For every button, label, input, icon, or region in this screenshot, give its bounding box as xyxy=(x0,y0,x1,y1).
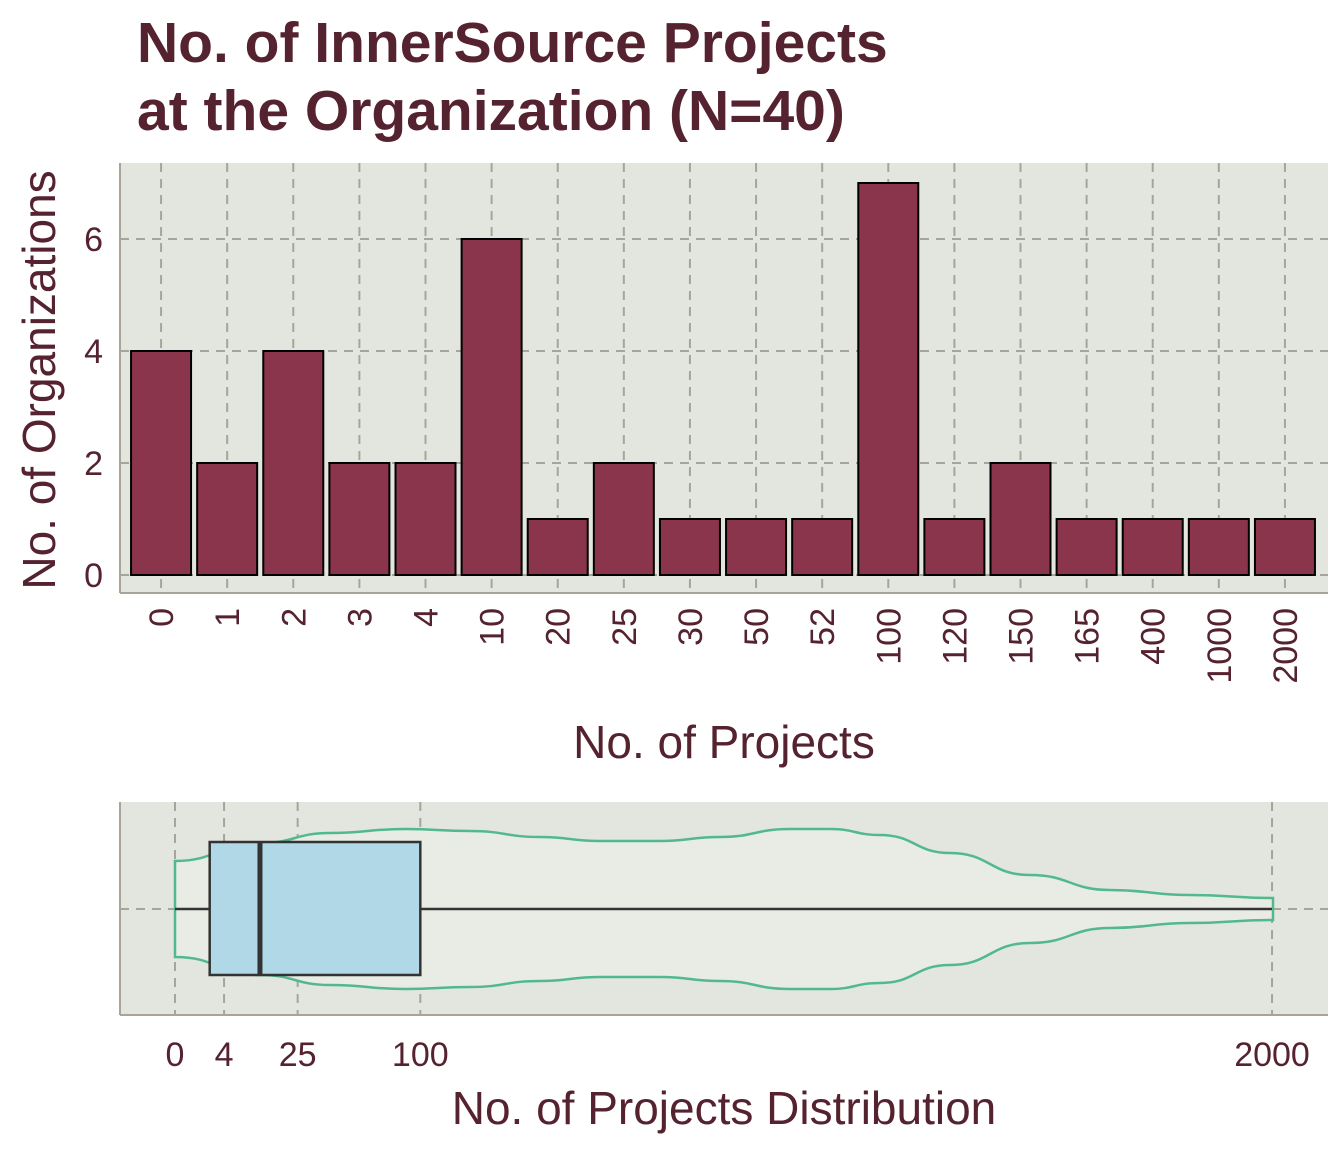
x-tick-label: 2000 xyxy=(1267,608,1305,684)
bar-2 xyxy=(262,350,325,576)
distribution-tick-label: 100 xyxy=(392,1036,449,1074)
bar-30 xyxy=(658,518,721,576)
bar-120 xyxy=(923,518,986,576)
bar-0 xyxy=(130,350,193,576)
bar-400 xyxy=(1121,518,1184,576)
y-tick-label: 6 xyxy=(84,221,103,259)
chart-subtitle: at the Organization (N=40) xyxy=(137,79,845,143)
bar-50 xyxy=(725,518,788,576)
distribution-tick-label: 0 xyxy=(166,1036,185,1074)
x-tick-label: 20 xyxy=(540,608,578,646)
x-tick-label: 25 xyxy=(606,608,644,646)
boxplot-box xyxy=(208,840,422,977)
bar-100 xyxy=(857,182,920,576)
x-tick-labels: 0 1 2 3 4 10 20 25 30 50 52 100 120 150 165 400 1000 2000 xyxy=(143,608,1305,684)
x-tick-label: 10 xyxy=(474,608,512,646)
bar-1 xyxy=(196,462,259,576)
bar-150 xyxy=(989,462,1052,576)
x-tick-label: 1000 xyxy=(1201,608,1239,684)
x-tick-label: 30 xyxy=(672,608,710,646)
y-tick-labels: 0 2 4 6 xyxy=(84,221,103,595)
distribution-tick-label: 2000 xyxy=(1234,1036,1310,1074)
y-tick-label: 4 xyxy=(84,333,103,371)
chart-title: No. of InnerSource Projects xyxy=(137,11,888,75)
y-tick-label: 0 xyxy=(84,557,103,595)
x-tick-label: 165 xyxy=(1069,608,1107,665)
distribution-tick-label: 4 xyxy=(215,1036,234,1074)
bar-165 xyxy=(1055,518,1118,576)
x-tick-label: 400 xyxy=(1135,608,1173,665)
bar-20 xyxy=(526,518,589,576)
distribution-tick-labels: 0 4 25 100 2000 xyxy=(166,1036,1310,1074)
bar-25 xyxy=(592,462,655,576)
bar-52 xyxy=(791,518,854,576)
bar-1000 xyxy=(1187,518,1250,576)
distribution-tick-label: 25 xyxy=(279,1036,317,1074)
bar-10 xyxy=(460,238,523,576)
x-tick-label: 4 xyxy=(408,608,446,627)
distribution-x-axis-title: No. of Projects Distribution xyxy=(452,1082,997,1134)
bar-series xyxy=(130,182,1316,576)
x-tick-label: 2 xyxy=(275,608,313,627)
x-tick-label: 50 xyxy=(738,608,776,646)
x-tick-label: 3 xyxy=(341,608,379,627)
x-tick-label: 52 xyxy=(804,608,842,646)
x-tick-label: 120 xyxy=(936,608,974,665)
y-axis-title: No. of Organizations xyxy=(13,170,65,589)
bar-4 xyxy=(394,462,457,576)
x-tick-label: 100 xyxy=(870,608,908,665)
bar-3 xyxy=(328,462,391,576)
distribution-chart: 0 4 25 100 2000 No. of Projects Distribution xyxy=(119,802,1328,1134)
y-tick-label: 2 xyxy=(84,445,103,483)
x-tick-label: 0 xyxy=(143,608,181,627)
x-axis-title: No. of Projects xyxy=(573,716,875,768)
bar-2000 xyxy=(1253,518,1316,576)
x-tick-label: 150 xyxy=(1003,608,1041,665)
x-tick-label: 1 xyxy=(209,608,247,627)
bar-chart: 0 2 4 6 0 1 2 3 4 10 20 25 30 50 52 100 120 150 165 400 100… xyxy=(13,163,1328,768)
